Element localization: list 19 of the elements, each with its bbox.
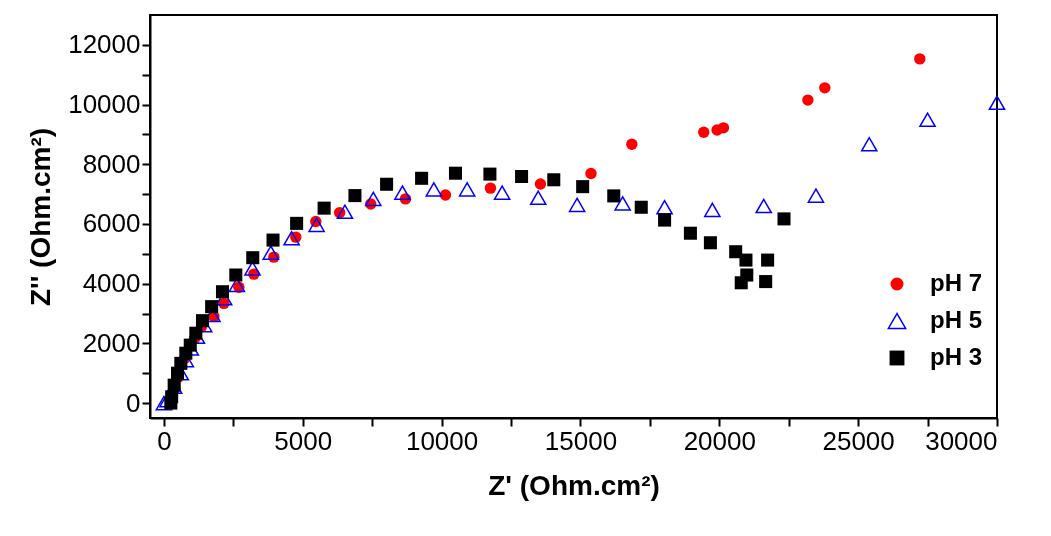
y-tick-label: 0	[126, 387, 141, 418]
y-axis-title: Z'' (Ohm.cm²)	[25, 127, 57, 307]
y-tick-label: 8000	[82, 148, 141, 179]
legend-label: pH 3	[930, 343, 983, 370]
x-tick-label: 25000	[822, 425, 895, 456]
y-tick-label: 10000	[68, 89, 141, 120]
x-tick-label: 15000	[544, 425, 618, 456]
x-tick-label: 5000	[274, 425, 333, 456]
legend-label: pH 5	[930, 306, 983, 333]
y-tick-label: 6000	[82, 208, 141, 239]
x-axis-title: Z' (Ohm.cm²)	[488, 469, 660, 501]
x-tick-label: 20000	[683, 425, 756, 456]
y-tick-label: 2000	[82, 327, 141, 358]
legend-label: pH 7	[930, 269, 983, 296]
y-tick-label: 4000	[82, 268, 141, 299]
x-tick-label: 30000	[925, 425, 998, 456]
y-tick-label: 12000	[68, 29, 141, 60]
x-tick-label: 10000	[405, 425, 479, 456]
x-tick-label: 0	[157, 425, 172, 456]
